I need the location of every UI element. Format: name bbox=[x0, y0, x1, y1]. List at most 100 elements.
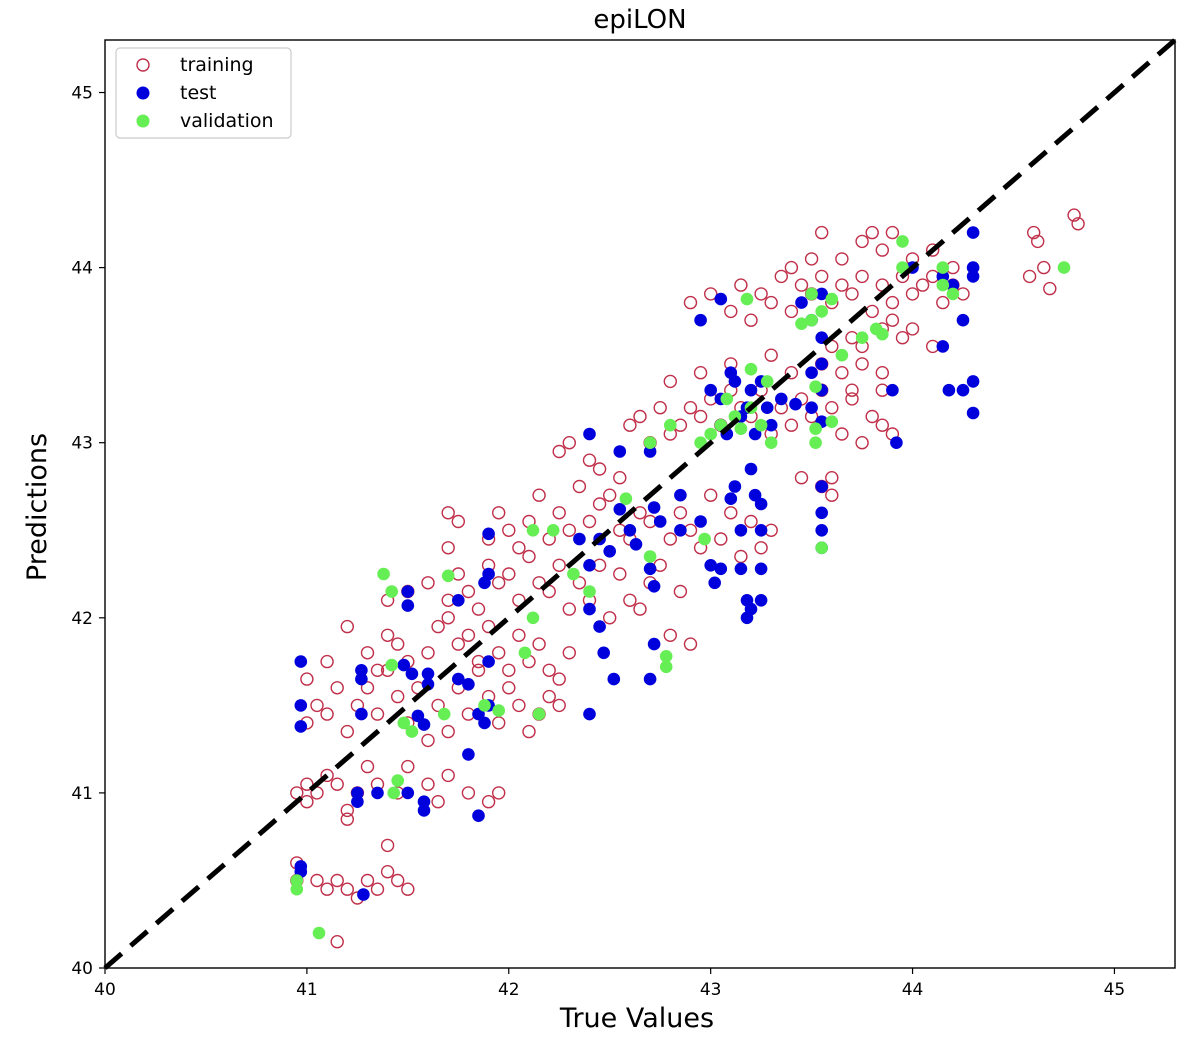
training-point bbox=[865, 304, 879, 319]
training-point bbox=[431, 795, 445, 809]
training-point bbox=[552, 506, 566, 520]
training-point bbox=[562, 523, 576, 537]
validation-point bbox=[936, 278, 950, 292]
training-point bbox=[300, 795, 314, 809]
y-tick-label: 43 bbox=[71, 434, 93, 454]
validation-point bbox=[290, 874, 304, 887]
training-point bbox=[481, 795, 496, 809]
test-point bbox=[355, 707, 368, 721]
training-point bbox=[340, 812, 354, 826]
validation-point bbox=[532, 707, 546, 721]
validation-point bbox=[946, 287, 960, 301]
test-point bbox=[613, 445, 627, 458]
training-point bbox=[734, 278, 748, 292]
test-point bbox=[714, 292, 728, 306]
test-point bbox=[956, 383, 970, 397]
training-point bbox=[825, 401, 839, 415]
test-point bbox=[573, 532, 586, 546]
test-point bbox=[647, 580, 661, 593]
test-point bbox=[704, 559, 717, 572]
training-point bbox=[562, 436, 576, 450]
training-point bbox=[784, 366, 799, 380]
validation-point bbox=[478, 699, 491, 712]
training-point bbox=[895, 331, 910, 345]
training-point bbox=[300, 777, 314, 791]
training-point bbox=[835, 366, 849, 380]
training-point bbox=[502, 663, 516, 677]
training-point bbox=[340, 724, 354, 739]
training-point bbox=[421, 777, 435, 791]
training-point bbox=[340, 803, 354, 818]
training-point bbox=[633, 602, 647, 616]
test-point bbox=[417, 804, 431, 817]
training-point bbox=[562, 602, 576, 616]
validation-point bbox=[876, 327, 889, 341]
test-point bbox=[805, 401, 818, 415]
test-point bbox=[966, 226, 980, 239]
validation-point bbox=[526, 611, 540, 625]
training-point bbox=[623, 593, 637, 607]
validation-point bbox=[397, 716, 411, 730]
training-point bbox=[532, 576, 546, 590]
training-point bbox=[845, 287, 859, 301]
training-point bbox=[764, 295, 778, 310]
y-tick-label: 40 bbox=[71, 959, 93, 979]
x-tick-label: 44 bbox=[902, 980, 924, 1000]
training-point bbox=[582, 514, 597, 529]
test-point bbox=[613, 503, 627, 516]
test-point bbox=[472, 809, 485, 822]
test-point bbox=[583, 602, 596, 616]
test-point bbox=[748, 427, 762, 441]
legend-label-training: training bbox=[180, 54, 254, 76]
test-point bbox=[815, 357, 828, 371]
training-point bbox=[774, 269, 788, 284]
training-point bbox=[794, 278, 809, 292]
training-point bbox=[663, 374, 677, 389]
test-point bbox=[607, 672, 621, 686]
training-point bbox=[562, 646, 576, 660]
training-point bbox=[673, 506, 688, 520]
y-axis-label: Predictions bbox=[22, 433, 53, 581]
test-point bbox=[946, 278, 960, 292]
training-point bbox=[865, 409, 879, 424]
test-point bbox=[890, 436, 903, 450]
test-point bbox=[795, 296, 808, 309]
validation-point bbox=[764, 436, 778, 450]
test-point bbox=[966, 261, 980, 274]
training-point bbox=[380, 838, 395, 853]
training-point bbox=[613, 567, 627, 581]
training-point bbox=[926, 243, 940, 257]
y-tick-label: 41 bbox=[71, 784, 93, 804]
validation-point bbox=[377, 567, 390, 581]
training-point bbox=[1037, 260, 1051, 275]
training-point bbox=[330, 681, 344, 695]
training-point bbox=[421, 733, 435, 748]
training-point bbox=[481, 619, 496, 634]
validation-point bbox=[385, 658, 399, 672]
test-point bbox=[294, 699, 308, 712]
training-point bbox=[320, 654, 334, 669]
validation-point bbox=[385, 585, 399, 598]
legend-box bbox=[115, 47, 292, 139]
validation-point bbox=[405, 725, 419, 738]
training-point bbox=[1067, 208, 1081, 222]
training-point bbox=[492, 646, 506, 660]
test-point bbox=[583, 707, 596, 721]
training-point bbox=[885, 313, 900, 327]
training-point bbox=[310, 873, 324, 888]
training-point bbox=[542, 689, 556, 704]
training-point bbox=[804, 252, 819, 266]
training-point bbox=[502, 523, 516, 537]
training-point bbox=[391, 637, 405, 651]
y-tick-label: 44 bbox=[71, 259, 93, 279]
validation-point bbox=[546, 524, 560, 537]
training-point bbox=[310, 698, 324, 713]
validation-point bbox=[795, 317, 808, 331]
x-tick-label: 40 bbox=[94, 980, 116, 1000]
training-point bbox=[512, 541, 526, 555]
test-point bbox=[397, 658, 411, 672]
training-point bbox=[592, 497, 607, 511]
test-point bbox=[815, 480, 828, 493]
training-point bbox=[421, 576, 435, 590]
validation-point bbox=[643, 436, 657, 450]
